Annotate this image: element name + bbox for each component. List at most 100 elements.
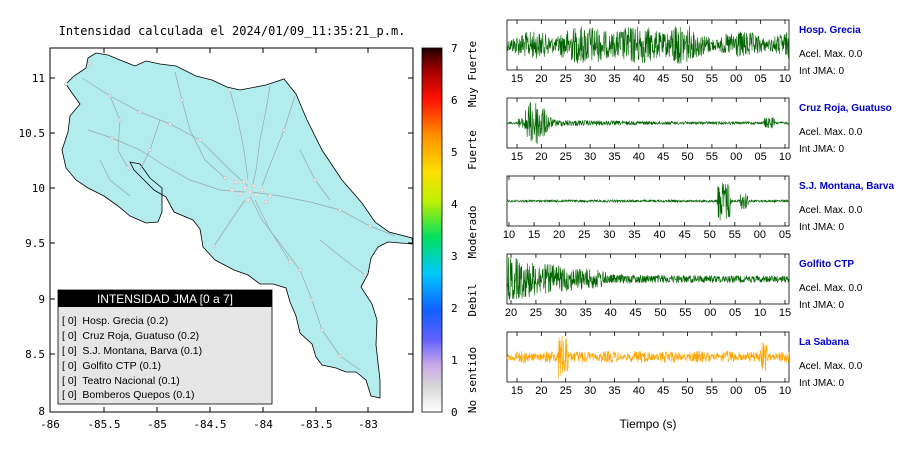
- time-tick-label: 50: [681, 151, 693, 163]
- time-tick-label: 10: [779, 385, 791, 397]
- time-tick-label: 00: [730, 385, 742, 397]
- colorbar-label-muy-fuerte: Muy Fuerte: [466, 41, 479, 107]
- time-tick-label: 25: [530, 307, 542, 319]
- time-tick-label: 55: [706, 385, 718, 397]
- time-tick-label: 15: [528, 229, 540, 241]
- time-tick-label: 40: [633, 73, 645, 85]
- time-tick-label: 30: [584, 151, 596, 163]
- time-tick-label: 15: [511, 385, 523, 397]
- time-tick-label: 10: [754, 307, 766, 319]
- time-tick-label: 55: [706, 73, 718, 85]
- intensity-legend: INTENSIDAD JMA [0 a 7] [ 0] Hosp. Grecia…: [57, 289, 273, 405]
- time-tick-label: 35: [608, 151, 620, 163]
- waveform-panels: 15 20 25 30 35 40 45 50 55 00 05 10 Hosp. Grecia Acel…: [503, 19, 894, 397]
- time-tick-label: 30: [555, 307, 567, 319]
- map-x-axis: -86 -85.5 -85 -84.5 -84 -83.5 -83: [40, 48, 378, 431]
- colorbar-tick: 0: [451, 406, 458, 419]
- time-tick-label: 15: [779, 307, 791, 319]
- time-tick-label: 35: [608, 385, 620, 397]
- colorbar-label-moderado: Moderado: [466, 206, 479, 259]
- waveform-panel: 20 25 30 35 40 45 50 55 00 05 10 15 Golfito CTP Acel.…: [505, 253, 863, 319]
- time-tick-label: 00: [730, 73, 742, 85]
- waveform-panel: 15 20 25 30 35 40 45 50 55 00 05 10 Cruz Roja, Guatu…: [506, 97, 892, 163]
- station-acel: Acel. Max. 0.0: [799, 283, 863, 294]
- time-tick-label: 40: [605, 307, 617, 319]
- station-jma: Int JMA: 0: [799, 144, 844, 155]
- time-tick-label: 00: [730, 151, 742, 163]
- map-title: Intensidad calculada el 2024/01/09_11:35…: [59, 24, 406, 38]
- time-tick-label: 45: [629, 307, 641, 319]
- time-tick-label: 55: [679, 307, 691, 319]
- time-tick-label: 05: [729, 307, 741, 319]
- time-tick-label: 20: [535, 385, 547, 397]
- time-tick-label: 25: [560, 151, 572, 163]
- time-tick-label: 20: [553, 229, 565, 241]
- y-tick-label: 10.5: [19, 127, 46, 140]
- x-tick-label: -83: [358, 418, 378, 431]
- waveform-trace: [506, 255, 790, 300]
- time-tick-label: 35: [628, 229, 640, 241]
- time-tick-label: 30: [603, 229, 615, 241]
- station-acel: Acel. Max. 0.0: [799, 361, 863, 372]
- time-tick-label: 35: [580, 307, 592, 319]
- time-tick-label: 40: [633, 151, 645, 163]
- time-tick-label: 45: [657, 151, 669, 163]
- station-name: S.J. Montana, Barva: [799, 181, 894, 192]
- station-name: Cruz Roja, Guatuso: [799, 103, 892, 114]
- waveform-trace: [506, 25, 790, 65]
- station-acel: Acel. Max. 0.0: [799, 49, 863, 60]
- time-tick-label: 05: [755, 385, 767, 397]
- colorbar-label-fuerte: Fuerte: [466, 130, 479, 170]
- x-tick-label: -84.5: [193, 418, 226, 431]
- time-tick-label: 10: [779, 151, 791, 163]
- intensity-colorbar: 7 6 5 4 3 2 1 0 Muy Fuerte Fuerte Modera…: [421, 41, 479, 419]
- station-jma: Int JMA: 0: [799, 300, 844, 311]
- waveform-panel: 10 15 20 25 30 35 40 45 50 55 00 05 S.J. Montana, Ba…: [503, 175, 894, 241]
- legend-header: INTENSIDAD JMA [0 a 7]: [97, 292, 233, 306]
- station-name: La Sabana: [799, 337, 849, 348]
- waveform-trace: [506, 335, 790, 379]
- time-tick-label: 15: [511, 73, 523, 85]
- colorbar-tick: 2: [451, 302, 458, 315]
- x-tick-label: -86: [40, 418, 60, 431]
- time-tick-label: 05: [755, 73, 767, 85]
- y-tick-label: 8.5: [25, 348, 45, 361]
- town-markers: [64, 62, 372, 358]
- road-network: [81, 71, 396, 371]
- time-tick-label: 10: [503, 229, 515, 241]
- map-y-axis: 11 10.5 10 9.5 9 8.5 8: [19, 72, 413, 418]
- colorbar-label-debil: Debil: [466, 283, 479, 316]
- time-tick-label: 20: [535, 151, 547, 163]
- y-tick-label: 10: [32, 182, 45, 195]
- legend-row: [ 0] Golfito CTP (0.1): [62, 360, 161, 372]
- time-tick-label: 45: [679, 229, 691, 241]
- x-tick-label: -83.5: [299, 418, 332, 431]
- time-tick-label: 40: [633, 385, 645, 397]
- waveform-trace: [506, 101, 790, 145]
- y-tick-label: 11: [32, 72, 45, 85]
- colorbar-tick: 1: [451, 354, 458, 367]
- time-tick-label: 25: [560, 385, 572, 397]
- colorbar-tick: 3: [451, 250, 458, 263]
- x-tick-label: -85.5: [87, 418, 120, 431]
- station-acel: Acel. Max. 0.0: [799, 205, 863, 216]
- waveform-panel: 15 20 25 30 35 40 45 50 55 00 05 10 La Sabana Acel. M…: [506, 331, 863, 397]
- y-tick-label: 9: [38, 293, 45, 306]
- waveform-trace: [506, 182, 790, 221]
- time-tick-label: 05: [779, 229, 791, 241]
- station-name: Hosp. Grecia: [799, 25, 861, 36]
- x-tick-label: -85: [147, 418, 167, 431]
- costa-rica-land: [61, 52, 413, 399]
- time-tick-label: 50: [681, 385, 693, 397]
- time-tick-label: 05: [755, 151, 767, 163]
- station-jma: Int JMA: 0: [799, 66, 844, 77]
- legend-row: [ 0] Teatro Nacional (0.1): [62, 375, 180, 387]
- station-jma: Int JMA: 0: [799, 378, 844, 389]
- time-tick-label: 50: [681, 73, 693, 85]
- time-tick-label: 50: [704, 229, 716, 241]
- colorbar-tick: 4: [451, 198, 458, 211]
- time-axis-label: Tiempo (s): [620, 417, 677, 431]
- time-tick-label: 30: [584, 385, 596, 397]
- colorbar-label-no-sentido: No sentido: [466, 347, 479, 413]
